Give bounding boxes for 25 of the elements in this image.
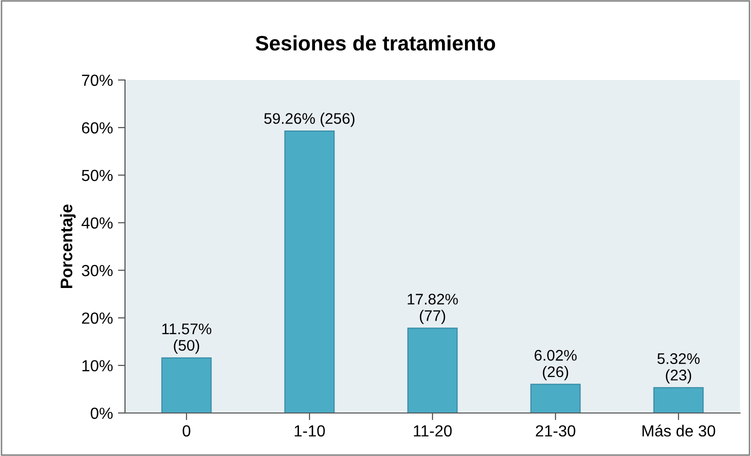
data-label: 17.82% (77) <box>408 294 458 324</box>
y-tick-label: 60% <box>82 122 113 134</box>
chart-title: Sesiones de tratamiento <box>256 35 496 51</box>
data-label: 6.02% (26) <box>534 350 577 380</box>
x-tick-label: 21-30 <box>536 425 576 437</box>
data-label: 5.32% (23) <box>657 353 700 384</box>
x-tick-label: 0 <box>182 425 190 437</box>
y-tick-label: 70% <box>82 74 113 86</box>
bar <box>653 387 704 413</box>
y-tick-label: 40% <box>82 217 113 229</box>
x-tick-label: Más de 30 <box>642 424 716 437</box>
bar <box>284 130 335 413</box>
y-tick-label: 0% <box>90 408 113 419</box>
y-axis-title: Porcentaje <box>60 204 76 288</box>
bar <box>530 384 581 413</box>
bar <box>407 328 458 413</box>
data-label: 59.26% (256) <box>264 112 354 127</box>
y-tick-label: 30% <box>82 264 113 276</box>
y-tick-label: 50% <box>82 170 113 182</box>
y-tick-label: 20% <box>82 312 113 324</box>
x-tick-label: 11-20 <box>414 425 452 437</box>
bar <box>161 357 212 413</box>
y-tick-label: 10% <box>82 360 113 372</box>
x-tick-label: 1-10 <box>294 425 325 437</box>
data-label: 11.57% (50) <box>162 324 212 354</box>
